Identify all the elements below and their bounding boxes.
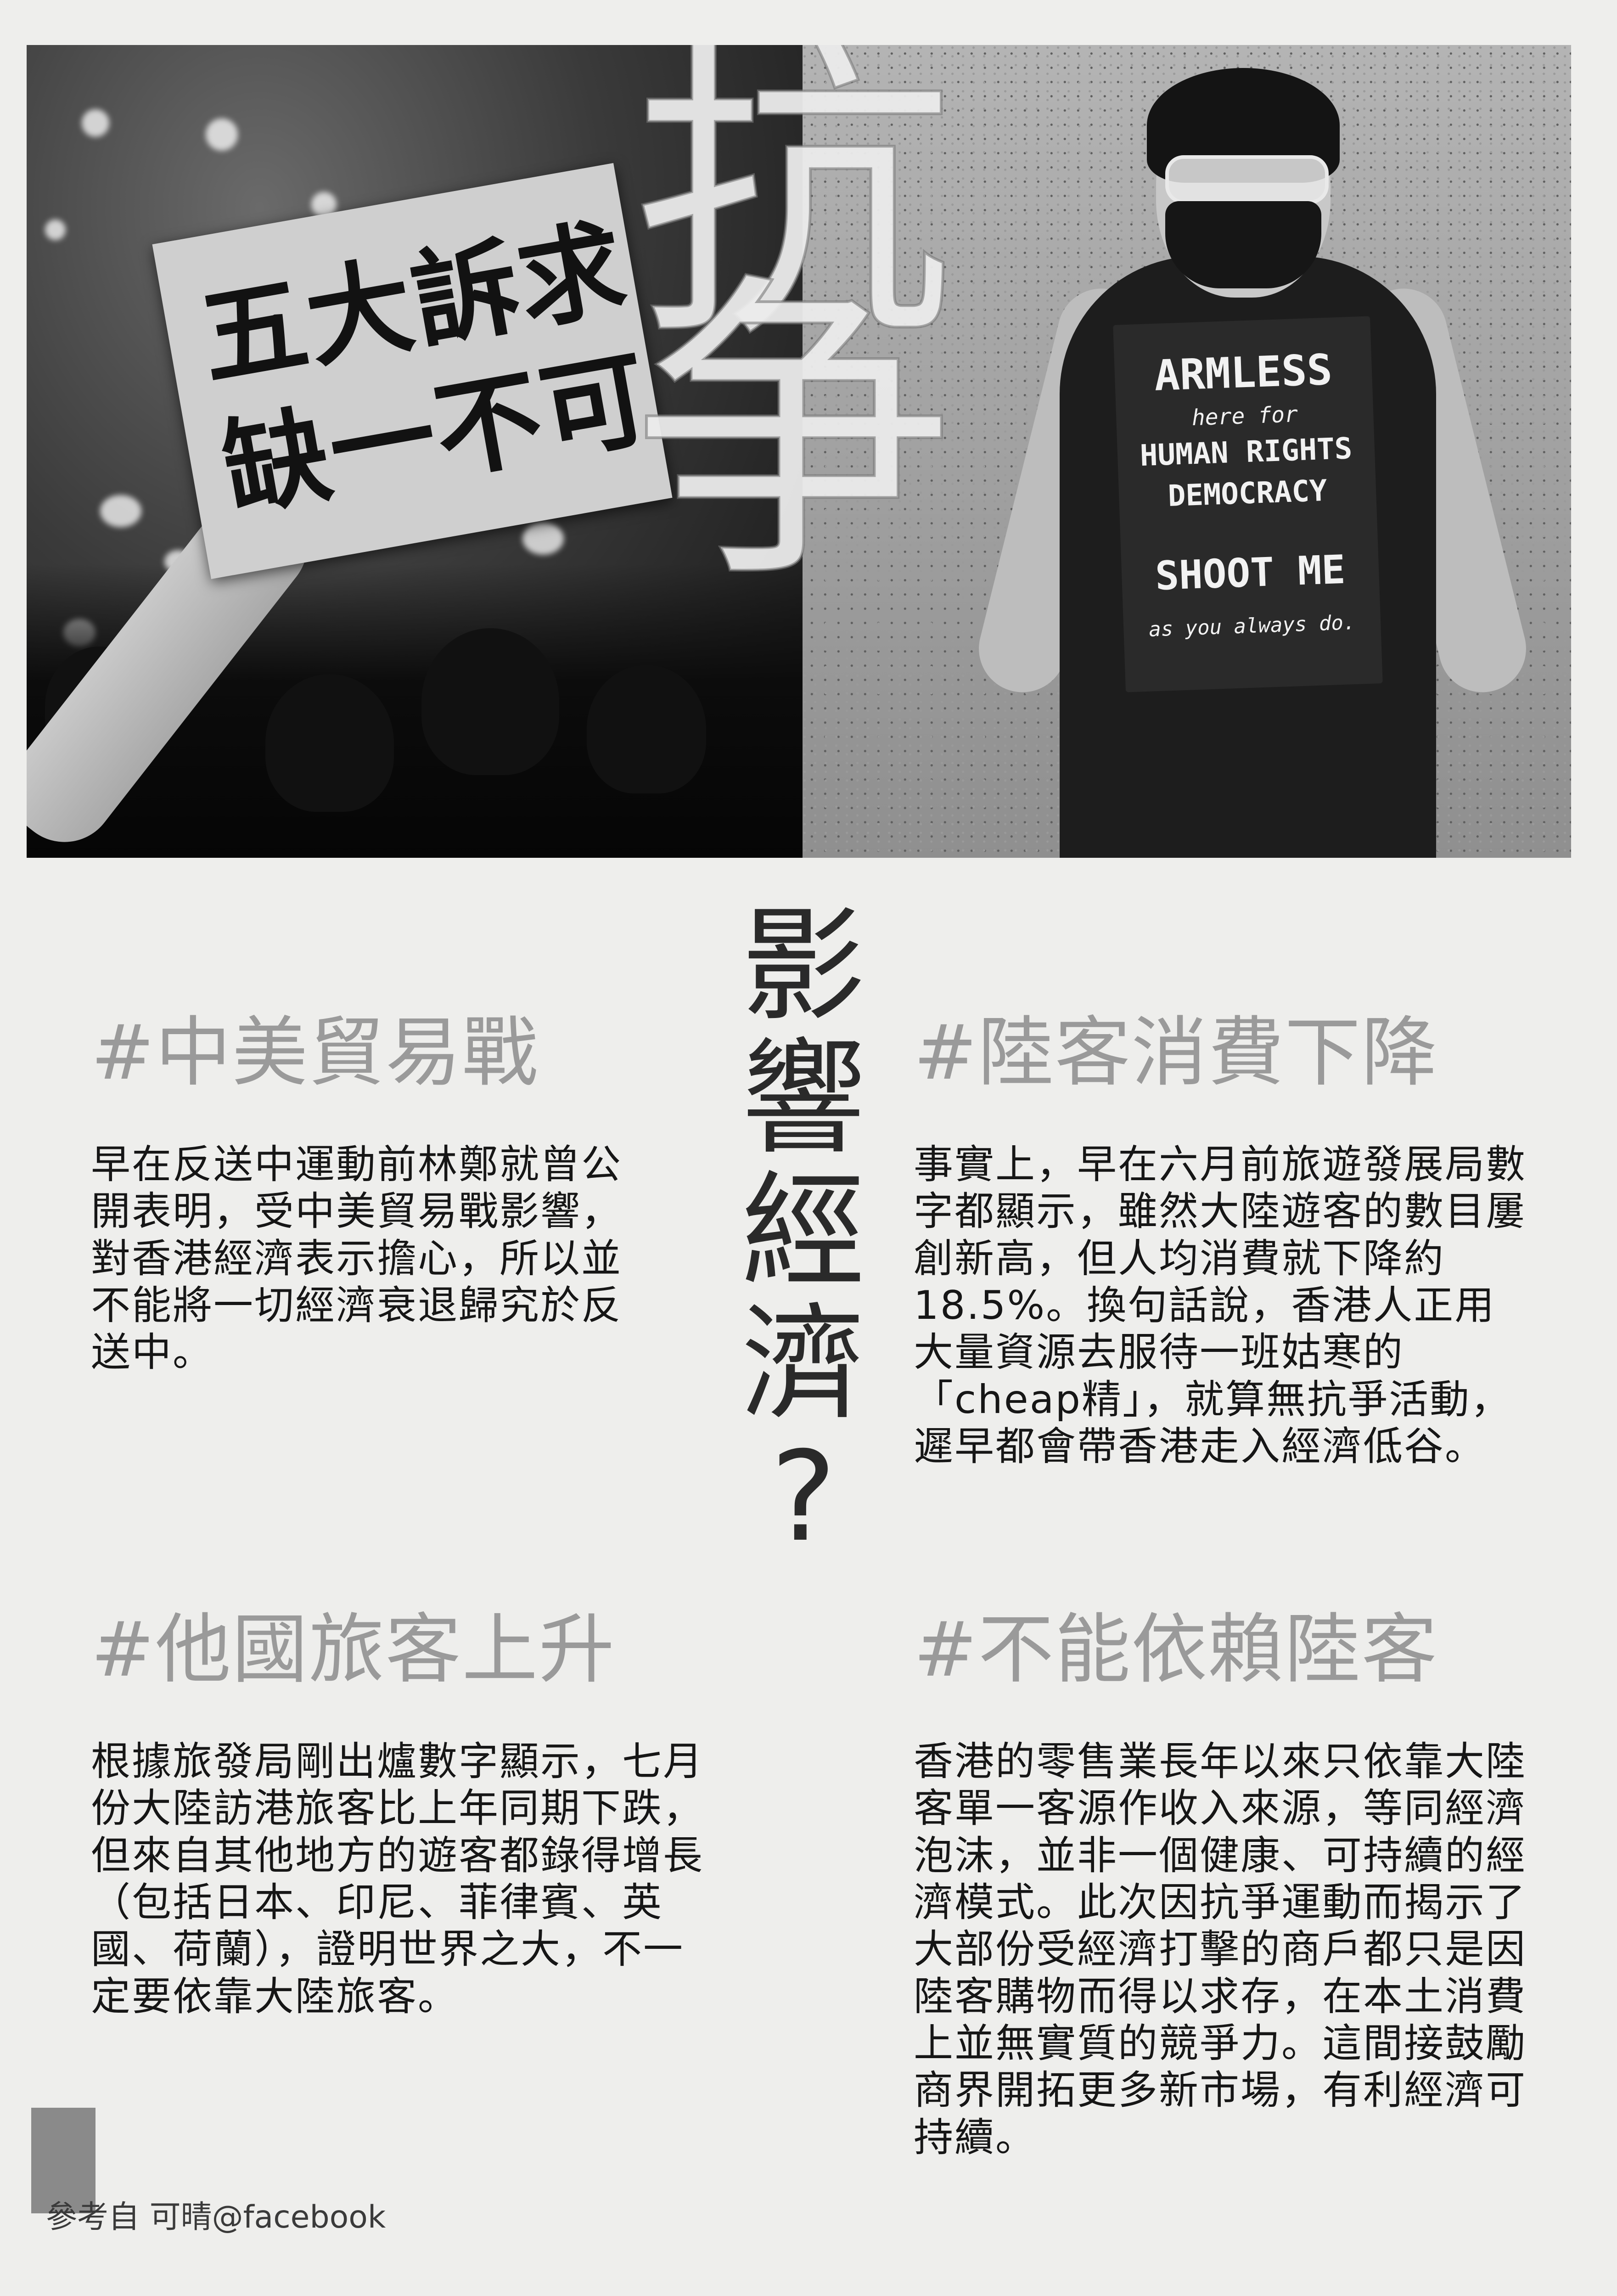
section-body: 事實上，早在六月前旅遊發展局數字都顯示，雖然大陸遊客的數目屢創新高，但人均消費就…: [914, 1142, 1527, 1469]
crowd-head: [587, 665, 706, 793]
section-heading: #他國旅客上升: [91, 1605, 616, 1694]
shirt-line-1: ARMLESS: [1153, 345, 1333, 400]
face-mask: [1165, 201, 1321, 288]
bokeh-light: [522, 523, 564, 555]
hero-photo-collage: 五大訴求 缺一不可 ARMLESS here for HUMAN RIGHTS …: [27, 45, 1571, 858]
center-headline-char: ?: [770, 1424, 837, 1569]
section-body: 早在反送中運動前林鄭就曾公開表明，受中美貿易戰影響，對香港經濟表示擔心，所以並不…: [91, 1142, 622, 1376]
shirt-line-6: as you always do.: [1148, 610, 1356, 642]
center-headline-char: 響: [741, 1026, 865, 1171]
protester-portrait-photo: ARMLESS here for HUMAN RIGHTS DEMOCRACY …: [803, 45, 1571, 858]
crowd-head: [265, 674, 394, 812]
section-dependence: #不能依賴陸客 香港的零售業長年以來只依靠大陸客單一客源作收入來源，等同經濟泡沫…: [914, 1612, 1538, 2161]
center-headline-char: 影: [741, 894, 865, 1038]
shirt-line-3: HUMAN RIGHTS: [1139, 432, 1353, 473]
protest-crowd-photo: 五大訴求 缺一不可: [27, 45, 803, 858]
section-foreign-tourists: #他國旅客上升 根據旅發局剛出爐數字顯示，七月份大陸訪港旅客比上年同期下跌，但來…: [91, 1612, 724, 2020]
source-credit: 參考自 可晴@facebook: [46, 2199, 386, 2235]
shirt-slogan-sign: ARMLESS here for HUMAN RIGHTS DEMOCRACY …: [1113, 316, 1383, 692]
section-heading: #不能依賴陸客: [914, 1605, 1438, 1694]
hero-title: 抗 争: [631, 45, 955, 621]
section-body: 香港的零售業長年以來只依靠大陸客單一客源作收入來源，等同經濟泡沫，並非一個健康、…: [914, 1739, 1527, 2161]
shirt-line-5: SHOOT ME: [1154, 546, 1346, 600]
center-headline-char: 濟: [741, 1291, 865, 1436]
protective-goggles: [1165, 155, 1329, 204]
shirt-line-2: here for: [1191, 401, 1298, 431]
bokeh-light: [206, 118, 238, 151]
section-trade-war: #中美貿易戰 早在反送中運動前林鄭就曾公開表明，受中美貿易戰影響，對香港經濟表示…: [91, 1015, 679, 1376]
hero-title-char: 争: [631, 247, 955, 621]
bokeh-light: [45, 219, 66, 240]
center-headline-char: 經: [741, 1159, 865, 1304]
shirt-line-4: DEMOCRACY: [1167, 473, 1328, 514]
section-mainland-spending: #陸客消費下降 事實上，早在六月前旅遊發展局數字都顯示，雖然大陸遊客的數目屢創新…: [914, 1015, 1538, 1470]
section-body: 根據旅發局剛出爐數字顯示，七月份大陸訪港旅客比上年同期下跌，但來自其他地方的遊客…: [91, 1739, 704, 2020]
corner-decoration: [31, 2108, 95, 2213]
bokeh-light: [100, 495, 141, 527]
protest-placard: 五大訴求 缺一不可: [152, 163, 673, 579]
section-heading: #中美貿易戰: [91, 1008, 539, 1097]
section-heading: #陸客消費下降: [914, 1008, 1438, 1097]
center-headline: 影 響 經 濟 ?: [730, 900, 877, 1563]
bokeh-light: [82, 109, 109, 137]
crowd-head: [421, 628, 559, 775]
